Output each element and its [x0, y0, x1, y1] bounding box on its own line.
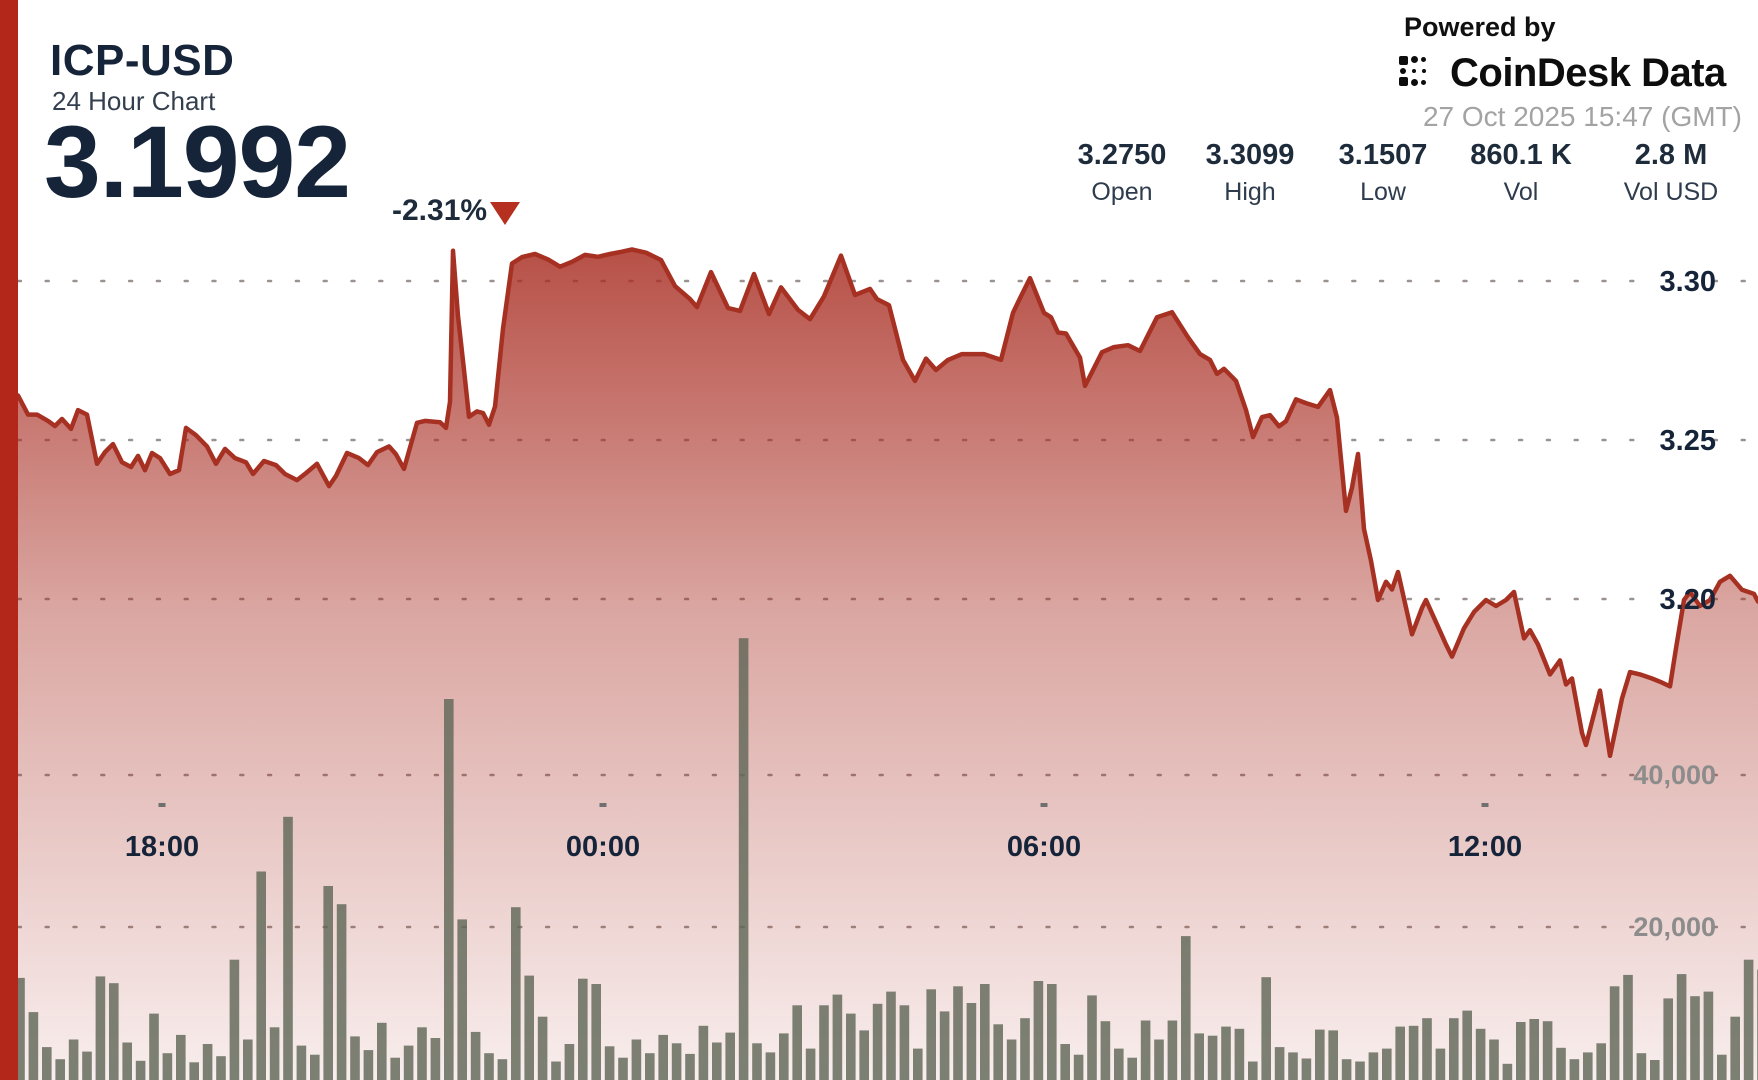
- change-percent: -2.31%: [392, 194, 488, 227]
- provider-brand[interactable]: CoinDesk Data: [1398, 50, 1726, 97]
- stat-open-value: 3.2750: [1077, 139, 1167, 171]
- svg-text:00:00: 00:00: [566, 831, 640, 863]
- stat-vol: 860.1 K Vol: [1452, 139, 1590, 207]
- stat-open: 3.2750 Open: [1058, 139, 1186, 207]
- stat-low: 3.1507 Low: [1314, 139, 1452, 207]
- svg-text:3.25: 3.25: [1660, 425, 1716, 457]
- stat-high-value: 3.3099: [1205, 139, 1295, 171]
- accent-left-stripe: [0, 0, 18, 1080]
- down-triangle-icon: [490, 202, 520, 225]
- stat-vol-label: Vol: [1503, 177, 1539, 206]
- stat-vol-usd: 2.8 M Vol USD: [1590, 139, 1752, 207]
- stat-vol-usd-label: Vol USD: [1623, 177, 1719, 206]
- coindesk-logo-icon: [1398, 50, 1440, 97]
- stats-row: 3.2750 Open 3.3099 High 3.1507 Low 860.1…: [1058, 139, 1752, 207]
- svg-text:18:00: 18:00: [125, 831, 199, 863]
- svg-text:3.30: 3.30: [1660, 266, 1716, 298]
- svg-text:12:00: 12:00: [1448, 831, 1522, 863]
- powered-by-label: Powered by: [1404, 12, 1556, 42]
- last-price: 3.1992: [44, 105, 351, 219]
- svg-text:3.20: 3.20: [1660, 584, 1716, 616]
- stat-high: 3.3099 High: [1186, 139, 1314, 207]
- stat-high-label: High: [1224, 177, 1276, 206]
- chart-subtitle: 24 Hour Chart: [52, 86, 216, 116]
- stat-vol-usd-value: 2.8 M: [1634, 139, 1708, 171]
- provider-name: CoinDesk Data: [1450, 51, 1726, 95]
- svg-text:06:00: 06:00: [1007, 831, 1081, 863]
- stat-open-label: Open: [1091, 177, 1153, 206]
- page-title: ICP-USD: [50, 36, 235, 85]
- svg-text:40,000: 40,000: [1633, 760, 1716, 790]
- stat-low-label: Low: [1360, 177, 1406, 206]
- svg-text:20,000: 20,000: [1633, 912, 1716, 942]
- chart-generated: 18:00 00:00 06:00 12:00 3.30 3.25 3.20 40,000 20…: [15, 247, 1758, 1080]
- stat-vol-value: 860.1 K: [1470, 139, 1572, 171]
- timestamp: 27 Oct 2025 15:47 (GMT): [1422, 101, 1742, 132]
- stat-low-value: 3.1507: [1338, 139, 1428, 171]
